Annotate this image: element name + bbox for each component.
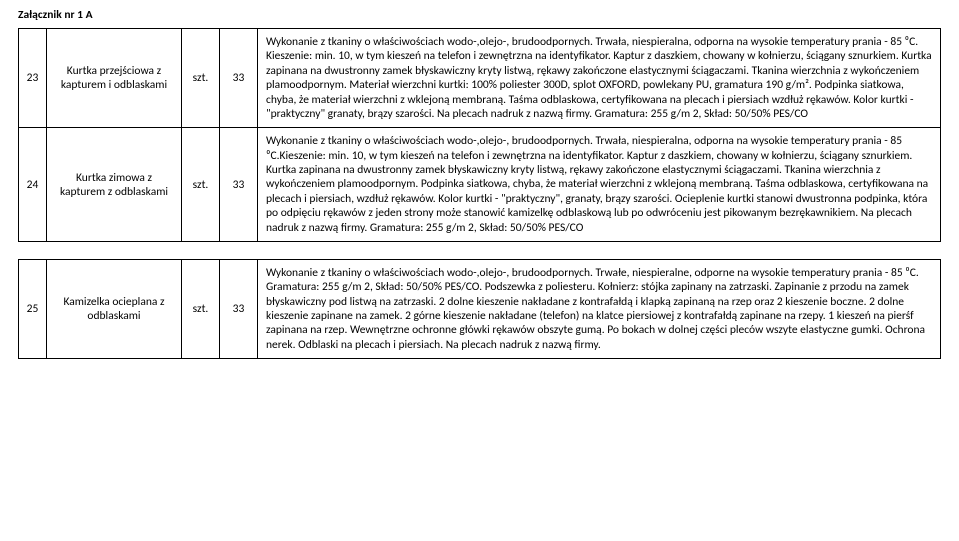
row-qty: 33: [220, 29, 258, 128]
row-number: 23: [19, 29, 47, 128]
row-number: 24: [19, 128, 47, 242]
row-qty: 33: [220, 259, 258, 358]
row-name: Kamizelka ocieplana z odblaskami: [47, 259, 182, 358]
row-name: Kurtka przejściowa z kapturem i odblaska…: [47, 29, 182, 128]
spacer-row: [19, 241, 941, 259]
row-unit: szt.: [182, 29, 220, 128]
items-table: 23 Kurtka przejściowa z kapturem i odbla…: [18, 28, 941, 359]
row-number: 25: [19, 259, 47, 358]
attachment-header: Załącznik nr 1 A: [18, 8, 941, 22]
table-row: 23 Kurtka przejściowa z kapturem i odbla…: [19, 29, 941, 128]
row-description: Wykonanie z tkaniny o właściwościach wod…: [258, 29, 941, 128]
table-row: 24 Kurtka zimowa z kapturem z odblaskami…: [19, 128, 941, 242]
row-name: Kurtka zimowa z kapturem z odblaskami: [47, 128, 182, 242]
row-unit: szt.: [182, 259, 220, 358]
row-description: Wykonanie z tkaniny o właściwościach wod…: [258, 128, 941, 242]
row-unit: szt.: [182, 128, 220, 242]
row-qty: 33: [220, 128, 258, 242]
table-row: 25 Kamizelka ocieplana z odblaskami szt.…: [19, 259, 941, 358]
row-description: Wykonanie z tkaniny o właściwościach wod…: [258, 259, 941, 358]
